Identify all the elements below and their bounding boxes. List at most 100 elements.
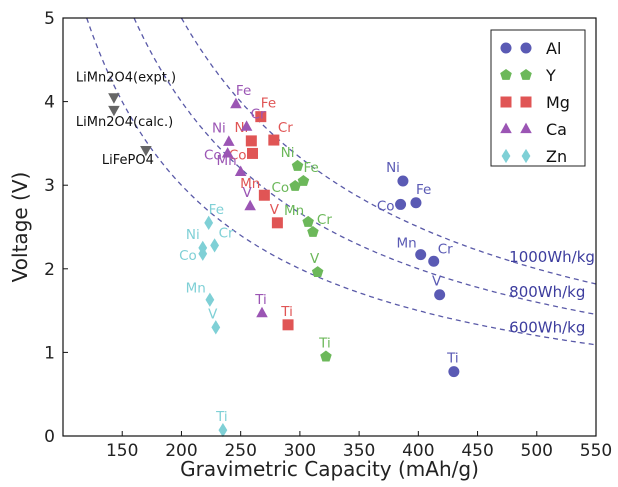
point-label: Mn bbox=[186, 281, 206, 297]
point-label: Ni bbox=[186, 227, 200, 243]
y-tick-label: 3 bbox=[44, 176, 55, 196]
point-y-co bbox=[289, 180, 301, 191]
point-label: Ti bbox=[318, 336, 331, 352]
point-label: Fe bbox=[209, 202, 224, 218]
point-label: V bbox=[270, 202, 280, 218]
point-al-cr bbox=[428, 255, 440, 267]
point-y-ti bbox=[320, 350, 332, 362]
point-zn-co bbox=[198, 246, 208, 261]
energy-density-labels: 1000Wh/kg 800Wh/kg 600Wh/kg bbox=[509, 248, 595, 336]
point-label: V bbox=[208, 306, 218, 322]
plot-frame bbox=[62, 17, 597, 437]
y-tick-label: 4 bbox=[44, 93, 55, 113]
point-label: Co bbox=[204, 147, 222, 163]
legend-marker bbox=[500, 42, 512, 54]
legend: Al Y Mg Ca Zn bbox=[490, 29, 586, 167]
energy-density-curves bbox=[86, 17, 597, 346]
point-label: Ti bbox=[280, 304, 293, 320]
legend-label: Ca bbox=[546, 120, 567, 139]
reference-marker bbox=[140, 145, 152, 157]
point-ca-mn bbox=[234, 165, 247, 176]
reference-label: LiMn2O4(calc.) bbox=[76, 115, 173, 130]
reference-marker bbox=[108, 93, 120, 104]
point-mg-mn bbox=[258, 189, 270, 201]
point-label: Cr bbox=[438, 241, 453, 257]
curve-800 bbox=[133, 17, 597, 316]
point-ca-fe bbox=[230, 97, 242, 109]
x-axis-label: Gravimetric Capacity (mAh/g) bbox=[180, 457, 479, 481]
legend-label: Zn bbox=[546, 147, 567, 166]
point-label: V bbox=[310, 251, 320, 267]
point-label: Co bbox=[179, 248, 197, 264]
point-ca-co bbox=[221, 147, 234, 158]
point-label: V bbox=[243, 185, 253, 201]
point-y-fe bbox=[297, 175, 310, 186]
point-y-ni bbox=[291, 159, 304, 171]
point-ca-v bbox=[244, 199, 256, 211]
point-label: Cr bbox=[278, 120, 293, 136]
point-label: Cr bbox=[251, 107, 266, 123]
point-y-cr bbox=[307, 226, 319, 237]
point-label: Ni bbox=[212, 121, 226, 137]
point-label: Mn bbox=[284, 203, 304, 219]
point-label: Fe bbox=[261, 96, 276, 112]
point-zn-fe bbox=[204, 215, 214, 230]
point-label: Co bbox=[271, 180, 289, 196]
y-tick-label: 1 bbox=[44, 343, 55, 363]
legend-label: Al bbox=[546, 39, 561, 58]
point-label: Mn bbox=[216, 153, 236, 169]
point-label: Cr bbox=[219, 225, 234, 241]
x-tick-label: 550 bbox=[580, 441, 612, 461]
point-al-v bbox=[434, 289, 446, 301]
point-label: Ni bbox=[281, 145, 295, 161]
y-axis-label: Voltage (V) bbox=[8, 172, 32, 283]
point-mg-ni bbox=[245, 135, 257, 147]
point-y-mn bbox=[302, 215, 314, 227]
point-al-ni bbox=[397, 175, 409, 187]
point-label: Fe bbox=[236, 83, 251, 99]
legend-label: Mg bbox=[546, 93, 570, 112]
point-label: Cr bbox=[317, 212, 332, 228]
point-mg-v bbox=[271, 217, 283, 229]
legend-marker bbox=[520, 42, 532, 54]
point-al-fe bbox=[410, 197, 422, 209]
legend-marker bbox=[500, 69, 512, 80]
x-tick-label: 300 bbox=[284, 441, 316, 461]
legend-marker bbox=[501, 148, 511, 164]
point-label: Ti bbox=[254, 292, 267, 308]
reference-marker bbox=[108, 105, 120, 117]
legend-marker bbox=[520, 69, 532, 80]
point-al-ti bbox=[448, 366, 460, 378]
point-label: Fe bbox=[416, 182, 431, 198]
point-label: Mn bbox=[240, 176, 260, 192]
y-tick-label: 2 bbox=[44, 260, 55, 280]
point-label: Ni bbox=[386, 160, 400, 176]
y-tick-label: 5 bbox=[44, 9, 55, 29]
reference-label: LiMn2O4(expt.) bbox=[76, 70, 176, 85]
x-tick-label: 200 bbox=[165, 441, 197, 461]
point-zn-mn bbox=[205, 292, 215, 307]
legend-marker bbox=[500, 96, 512, 108]
x-tick-label: 150 bbox=[106, 441, 138, 461]
point-ca-cr bbox=[240, 120, 253, 131]
point-label: Co bbox=[229, 147, 247, 163]
legend-marker bbox=[520, 122, 532, 134]
point-zn-cr bbox=[210, 238, 220, 253]
point-label: Ti bbox=[215, 409, 228, 425]
point-label: Co bbox=[377, 198, 395, 214]
curve-label: 1000Wh/kg bbox=[509, 248, 595, 266]
point-al-mn bbox=[415, 249, 427, 261]
point-al-co bbox=[395, 198, 407, 210]
curve-label: 800Wh/kg bbox=[509, 283, 585, 301]
point-mg-co bbox=[247, 147, 259, 159]
reference-label: LiFePO4 bbox=[102, 153, 154, 168]
curve-1000 bbox=[180, 17, 597, 285]
reference-points: LiMn2O4(expt.) LiMn2O4(calc.) LiFePO4 bbox=[76, 70, 176, 168]
point-mg-ti bbox=[282, 319, 294, 331]
legend-marker bbox=[520, 96, 532, 108]
point-label: V bbox=[432, 274, 442, 290]
point-y-v bbox=[311, 266, 324, 277]
point-label: Fe bbox=[303, 160, 318, 176]
